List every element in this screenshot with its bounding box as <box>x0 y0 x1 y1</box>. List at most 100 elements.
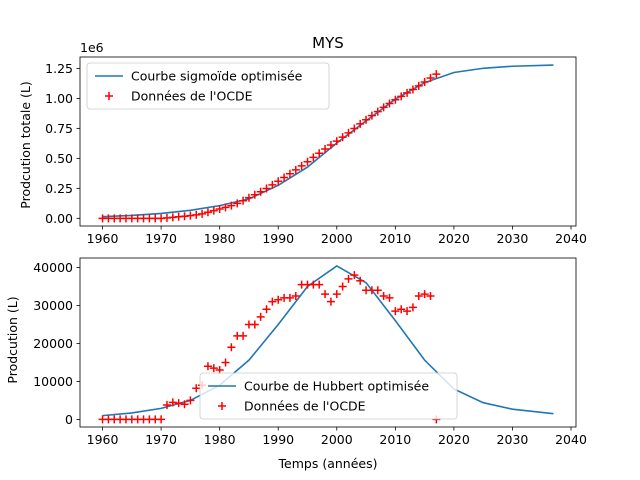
top-data-point <box>268 180 277 189</box>
bottom-data-point <box>250 320 259 329</box>
top-legend-label: Données de l'OCDE <box>131 89 253 104</box>
bottom-x-tick-label: 2020 <box>438 432 470 447</box>
bottom-x-tick-label: 2000 <box>321 432 353 447</box>
top-data-point <box>256 187 265 196</box>
bottom-data-point <box>221 358 230 367</box>
top-data-point <box>250 190 259 199</box>
top-y-tick-label: 1.00 <box>45 91 73 106</box>
top-data-point <box>227 201 236 210</box>
bottom-data-point <box>315 280 324 289</box>
top-x-tick-label: 2020 <box>438 231 470 246</box>
bottom-data-point <box>420 290 429 299</box>
bottom-x-tick-label: 2040 <box>555 432 587 447</box>
bottom-data-point <box>414 291 423 300</box>
top-legend-marker-swatch <box>105 92 113 100</box>
bottom-data-point <box>268 297 277 306</box>
bottom-data-point <box>373 286 382 295</box>
top-data-point <box>344 128 353 137</box>
top-y-tick-label: 0.00 <box>45 211 73 226</box>
top-data-point <box>315 149 324 158</box>
bottom-data-point <box>262 305 271 314</box>
top-data-point <box>391 95 400 104</box>
top-data-point <box>362 115 371 124</box>
bottom-y-tick-label: 10000 <box>33 374 73 389</box>
bottom-data-point <box>408 303 417 312</box>
top-data-point <box>215 204 224 213</box>
top-data-point <box>262 184 271 193</box>
bottom-data-point <box>192 384 201 393</box>
top-data-point <box>321 144 330 153</box>
bottom-x-tick-label: 1980 <box>204 432 236 447</box>
bottom-data-point <box>162 400 171 409</box>
bottom-data-point <box>385 293 394 302</box>
bottom-data-point <box>321 290 330 299</box>
top-y-axis-label: Prodcution totale (L) <box>18 81 33 208</box>
bottom-y-tick-label: 40000 <box>33 260 73 275</box>
bottom-x-tick-label: 1960 <box>87 432 119 447</box>
top-y-tick-label: 1.25 <box>45 61 73 76</box>
top-data-point <box>338 133 347 142</box>
bottom-data-point <box>344 274 353 283</box>
top-subplot: MYS 1e6 Prodcution totale (L) 1960 1970 19… <box>18 34 587 246</box>
bottom-data-point <box>256 312 265 321</box>
bottom-data-point <box>209 364 218 373</box>
bottom-series-scatter-oecd <box>98 271 441 424</box>
bottom-data-point <box>350 271 359 280</box>
top-data-point <box>285 169 294 178</box>
top-legend-box <box>86 62 330 110</box>
bottom-y-axis-label: Prodcution (L) <box>5 296 20 383</box>
bottom-data-point <box>203 362 212 371</box>
bottom-data-point <box>397 305 406 314</box>
top-y-offset-text: 1e6 <box>80 40 104 55</box>
bottom-data-point <box>168 398 177 407</box>
top-series-scatter-oecd <box>98 70 441 223</box>
bottom-data-point <box>403 307 412 316</box>
top-data-point <box>244 193 253 202</box>
bottom-data-point <box>379 291 388 300</box>
top-data-point <box>326 141 335 150</box>
top-data-point <box>414 81 423 90</box>
bottom-legend-label: Courbe de Hubbert optimisée <box>244 379 429 394</box>
top-data-point <box>367 111 376 120</box>
top-data-point <box>420 77 429 86</box>
top-data-point <box>350 124 359 133</box>
bottom-data-point <box>326 297 335 306</box>
top-x-tick-label: 1990 <box>262 231 294 246</box>
bottom-data-point <box>356 276 365 285</box>
bottom-data-point <box>174 399 183 408</box>
top-legend: Courbe sigmoïde optimisée Données de l'OC… <box>86 62 330 110</box>
bottom-legend-label: Données de l'OCDE <box>244 399 366 414</box>
top-data-point <box>408 85 417 94</box>
top-axes-frame <box>79 56 577 227</box>
bottom-y-tick-label: 0 <box>65 412 73 427</box>
bottom-x-tick-label: 2010 <box>379 432 411 447</box>
top-data-point <box>426 73 435 82</box>
top-x-tick-label: 2040 <box>555 231 587 246</box>
top-data-point <box>309 153 318 162</box>
top-data-point <box>233 199 242 208</box>
bottom-x-tick-label: 1990 <box>262 432 294 447</box>
top-data-point <box>192 210 201 219</box>
top-data-point <box>332 137 341 146</box>
top-data-point <box>274 177 283 186</box>
top-data-point <box>291 165 300 174</box>
bottom-data-point <box>285 293 294 302</box>
top-data-point <box>221 203 230 212</box>
top-y-tick-label: 0.75 <box>45 121 73 136</box>
top-data-point <box>280 173 289 182</box>
bottom-y-tick-label: 20000 <box>33 336 73 351</box>
top-data-point <box>186 211 195 220</box>
bottom-legend-marker-swatch <box>218 402 226 410</box>
top-legend-label: Courbe sigmoïde optimisée <box>131 69 303 84</box>
bottom-data-point <box>291 291 300 300</box>
top-data-point <box>397 92 406 101</box>
bottom-legend-box <box>199 372 458 420</box>
bottom-data-point <box>186 396 195 405</box>
bottom-x-axis-label: Temps (années) <box>278 456 378 471</box>
bottom-legend: Courbe de Hubbert optimisée Données de l'… <box>199 372 458 420</box>
bottom-data-point <box>157 415 166 424</box>
top-y-tick-label: 0.25 <box>45 181 73 196</box>
bottom-data-point <box>227 343 236 352</box>
top-data-point <box>297 161 306 170</box>
